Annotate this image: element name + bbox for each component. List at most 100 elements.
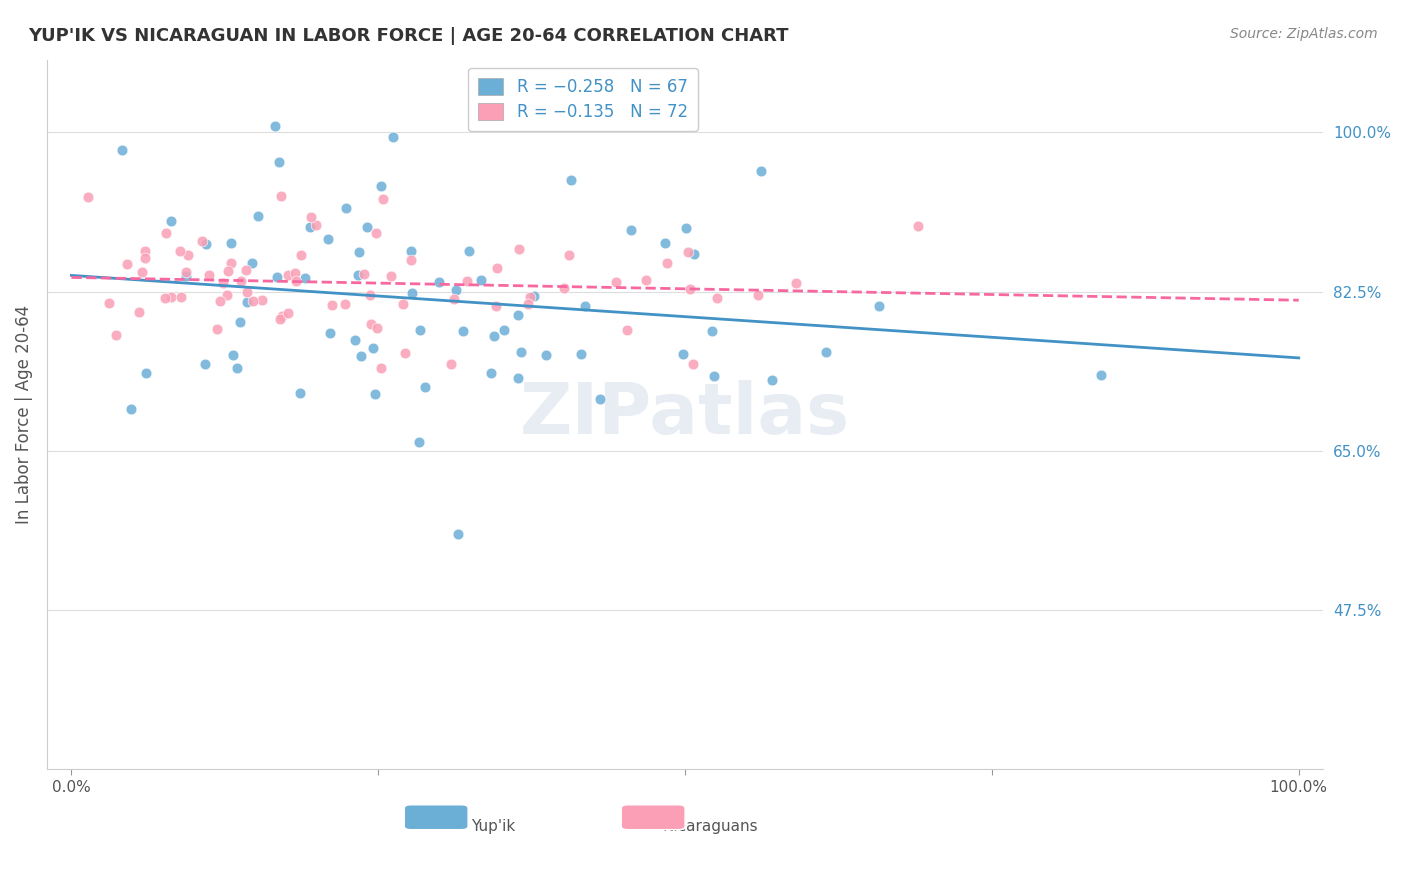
Point [266, 270, 288, 285]
Point [381, 129, 404, 144]
Point [219, 235, 242, 250]
Point [408, 434, 430, 449]
Point [304, 218, 326, 232]
Point [194, 357, 217, 371]
Point [360, 317, 382, 331]
Point [485, 299, 508, 313]
Point [506, 371, 529, 385]
Point [294, 271, 316, 285]
Point [706, 291, 728, 305]
Point [277, 268, 299, 282]
Point [222, 348, 245, 362]
Point [671, 347, 693, 361]
FancyBboxPatch shape [405, 805, 468, 830]
Legend: R = −0.258   N = 67, R = −0.135   N = 72: R = −0.258 N = 67, R = −0.135 N = 72 [468, 68, 697, 131]
Point [170, 290, 193, 304]
Point [814, 344, 837, 359]
Point [319, 326, 342, 341]
Point [264, 119, 287, 133]
Point [246, 209, 269, 223]
Point [605, 275, 627, 289]
Point [785, 277, 807, 291]
Point [447, 527, 470, 541]
Point [277, 306, 299, 320]
Point [675, 220, 697, 235]
Point [250, 293, 273, 307]
Point [242, 255, 264, 269]
Point [456, 274, 478, 288]
Point [77, 190, 100, 204]
Point [191, 235, 214, 249]
Point [557, 248, 579, 262]
Point [634, 273, 657, 287]
Point [654, 235, 676, 250]
Point [153, 291, 176, 305]
Point [169, 244, 191, 258]
Point [284, 266, 307, 280]
Point [269, 311, 291, 326]
Point [134, 244, 156, 259]
Point [288, 386, 311, 401]
Point [370, 178, 392, 193]
Point [534, 348, 557, 362]
Point [486, 260, 509, 275]
Point [356, 220, 378, 235]
Point [394, 346, 416, 360]
Point [560, 173, 582, 187]
Point [335, 297, 357, 311]
Point [155, 226, 177, 240]
Text: ZIPatlas: ZIPatlas [520, 380, 851, 449]
Point [176, 248, 198, 262]
Point [174, 265, 197, 279]
Point [399, 253, 422, 268]
Point [242, 293, 264, 308]
Point [229, 316, 252, 330]
Point [290, 248, 312, 262]
Point [657, 256, 679, 270]
Point [401, 285, 423, 300]
Point [353, 267, 375, 281]
Point [347, 244, 370, 259]
Point [443, 293, 465, 307]
Point [105, 327, 128, 342]
Point [299, 211, 322, 225]
Point [115, 257, 138, 271]
FancyBboxPatch shape [621, 805, 685, 830]
Point [868, 299, 890, 313]
Point [350, 349, 373, 363]
Point [510, 344, 533, 359]
Point [370, 361, 392, 376]
Point [284, 274, 307, 288]
Point [235, 285, 257, 299]
Point [440, 357, 463, 371]
Point [444, 283, 467, 297]
Point [751, 164, 773, 178]
Point [700, 324, 723, 338]
Point [413, 379, 436, 393]
Point [371, 192, 394, 206]
Point [517, 297, 540, 311]
Point [120, 401, 142, 416]
Point [508, 242, 530, 256]
Point [111, 144, 134, 158]
Point [366, 321, 388, 335]
Point [159, 214, 181, 228]
Point [616, 322, 638, 336]
Point [409, 323, 432, 337]
Point [226, 360, 249, 375]
Point [508, 308, 530, 322]
Point [470, 273, 492, 287]
Point [589, 392, 612, 406]
Text: Source: ZipAtlas.com: Source: ZipAtlas.com [1230, 27, 1378, 41]
Point [335, 201, 357, 215]
Point [569, 346, 592, 360]
Point [231, 274, 253, 288]
Point [458, 244, 481, 258]
Point [479, 366, 502, 380]
Point [392, 297, 415, 311]
Point [217, 288, 239, 302]
Point [131, 265, 153, 279]
Point [482, 329, 505, 343]
Point [427, 275, 450, 289]
Text: Nicaraguans: Nicaraguans [662, 819, 758, 834]
